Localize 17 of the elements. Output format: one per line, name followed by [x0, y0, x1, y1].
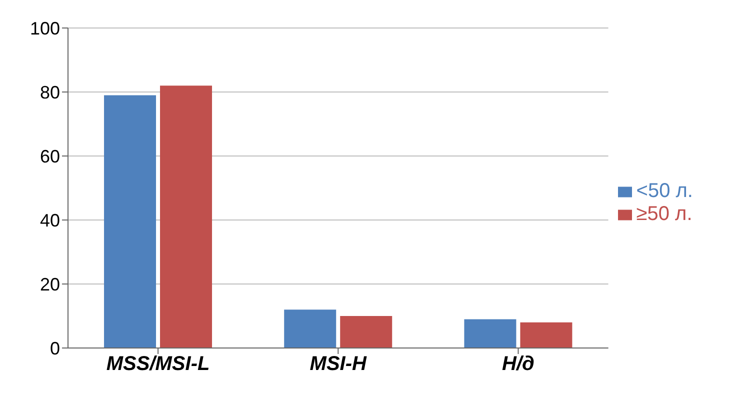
bar	[104, 95, 156, 348]
bar	[340, 316, 392, 348]
legend-label: <50 л.	[636, 180, 693, 202]
bar	[464, 319, 516, 348]
legend-label: ≥50 л.	[636, 203, 692, 225]
y-tick-label: 80	[40, 82, 60, 102]
bar	[160, 86, 212, 348]
y-tick-label: 100	[30, 18, 60, 38]
y-tick-label: 20	[40, 274, 60, 294]
bar	[520, 322, 572, 348]
x-tick-label: MSS/MSI-L	[106, 353, 210, 376]
y-tick-label: 60	[40, 146, 60, 166]
bar	[284, 310, 336, 348]
x-tick-label: Н/д	[502, 353, 534, 376]
x-tick-label: MSI-H	[310, 353, 368, 376]
y-tick-label: 40	[40, 210, 60, 230]
y-tick-label: 0	[50, 338, 60, 358]
